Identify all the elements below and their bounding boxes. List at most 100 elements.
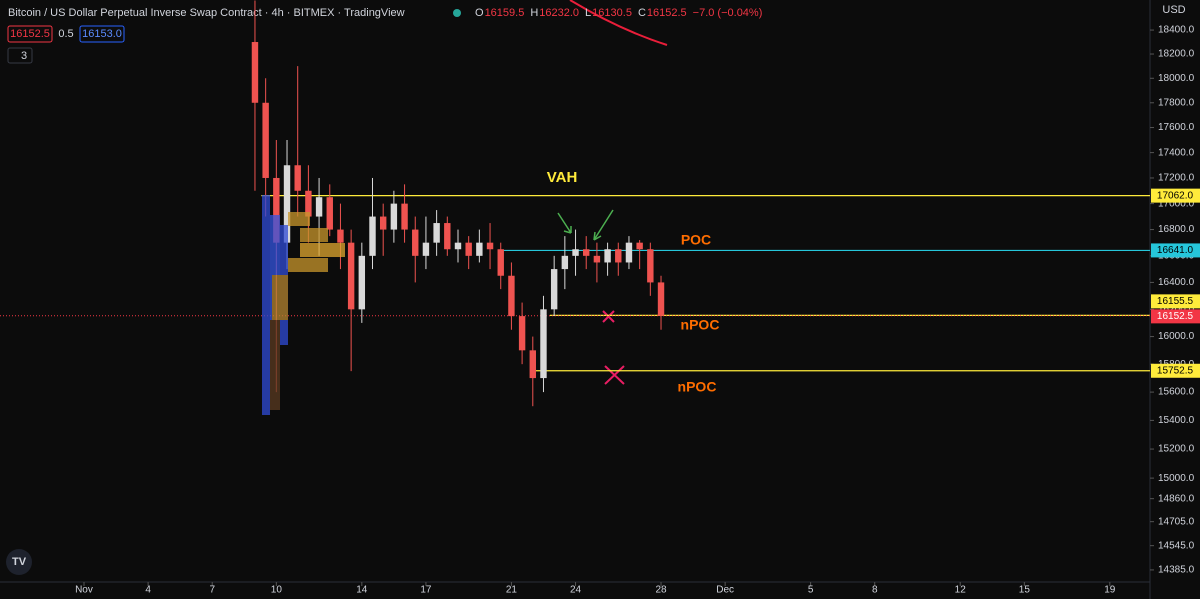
- candle-body: [657, 282, 665, 316]
- x-tick-label: 28: [655, 585, 667, 596]
- indicator-count: 3: [21, 50, 27, 62]
- candle-body: [486, 242, 494, 250]
- y-tick-label: 16000.0: [1158, 331, 1195, 342]
- candle-body: [390, 203, 398, 230]
- profile-bar: [300, 243, 345, 257]
- candle-body: [347, 242, 355, 310]
- candle-body: [550, 269, 558, 310]
- candle-body: [561, 255, 569, 270]
- candle-body: [369, 216, 376, 256]
- profile-bar: [272, 275, 288, 320]
- y-tick-label: 18000.0: [1158, 73, 1195, 84]
- price-label: 15752.5: [1157, 365, 1194, 376]
- annotation: nPOC: [681, 317, 720, 333]
- y-tick-label: 17600.0: [1158, 122, 1195, 133]
- price-label: 16155.5: [1157, 296, 1194, 307]
- bid-box[interactable]: [7, 25, 53, 43]
- candle-body: [518, 316, 526, 351]
- x-tick-label: 14: [356, 585, 368, 596]
- candle-body: [412, 229, 419, 256]
- annotation: VAH: [547, 169, 578, 186]
- candle-body: [465, 242, 472, 256]
- x-tick-label: 12: [955, 585, 967, 596]
- arrow: [557, 212, 572, 234]
- candle-body: [540, 309, 547, 379]
- y-tick-label: 15000.0: [1158, 473, 1195, 484]
- ohlc-value: 16130.5: [592, 7, 632, 19]
- x-tick-label: 7: [209, 585, 215, 596]
- y-tick-label: 17800.0: [1158, 97, 1195, 108]
- price-label-box: [1151, 294, 1200, 309]
- y-tick-label: 17400.0: [1158, 147, 1195, 158]
- price-label: 16641.0: [1157, 245, 1194, 256]
- annotation: nPOC: [678, 379, 717, 395]
- price-label-box: [1151, 363, 1200, 378]
- y-tick-label: 16800.0: [1158, 224, 1195, 235]
- candle-body: [454, 242, 462, 250]
- price-label-box: [1151, 188, 1200, 203]
- price-label-box: [1151, 309, 1200, 324]
- ohlc-value: 16159.5: [485, 7, 525, 19]
- price-label: 16152.5: [1157, 311, 1194, 322]
- candle-body: [572, 249, 579, 256]
- drawing-line: [569, 0, 668, 46]
- candle-body: [358, 255, 366, 310]
- ohlc-key: O: [475, 7, 484, 19]
- x-tick-label: 19: [1104, 585, 1116, 596]
- y-tick-label: 15400.0: [1158, 415, 1195, 426]
- x-tick-label: Nov: [75, 585, 93, 596]
- ohlc-key: C: [638, 7, 646, 19]
- ohlc-value: 16152.5: [647, 7, 687, 19]
- price-label-box: [1151, 243, 1200, 258]
- y-tick-label: 14860.0: [1158, 493, 1195, 504]
- indicators-toggle[interactable]: [7, 47, 33, 64]
- spread: 0.5: [58, 28, 73, 40]
- candle-body: [262, 102, 269, 178]
- x-tick-label: 24: [570, 585, 582, 596]
- candle-body: [625, 242, 633, 263]
- price-label: 17062.0: [1157, 190, 1194, 201]
- x-tick-label: 8: [872, 585, 878, 596]
- x-tick-label: 5: [808, 585, 814, 596]
- cross-mark: [602, 310, 615, 323]
- volume-profile: [262, 195, 345, 415]
- arrow: [593, 209, 614, 241]
- cross-mark: [604, 365, 625, 385]
- candle-body: [433, 223, 440, 243]
- x-tick-label: 4: [145, 585, 151, 596]
- candle-body: [273, 177, 280, 243]
- profile-bar: [262, 195, 270, 415]
- y-tick-label: 15200.0: [1158, 444, 1195, 455]
- candle-body: [615, 249, 622, 263]
- candle-body: [476, 242, 483, 256]
- candle-body: [294, 165, 301, 191]
- ask-box[interactable]: [79, 25, 125, 43]
- candle-body: [636, 242, 643, 250]
- y-tick-label: 14705.0: [1158, 516, 1195, 527]
- bid: 16152.5: [10, 28, 50, 40]
- candle-body: [444, 223, 451, 250]
- y-tick-label: 18400.0: [1158, 25, 1195, 36]
- ohlc-legend: O 16159.5 H 16232.0 L 16130.5 C 16152.5 −7.0 (−0…: [475, 7, 762, 19]
- ohlc-value: 16232.0: [539, 7, 579, 19]
- candle-body: [326, 197, 333, 230]
- candle-body: [647, 249, 654, 283]
- ohlc-key: L: [585, 7, 591, 19]
- profile-bar: [270, 320, 280, 410]
- ohlc-value: −7.0 (−0.04%): [693, 7, 763, 19]
- x-tick-label: 17: [420, 585, 432, 596]
- profile-bar: [288, 212, 310, 226]
- x-tick-label: 15: [1019, 585, 1031, 596]
- candle-body: [593, 255, 601, 263]
- ask: 16153.0: [82, 28, 122, 40]
- candle-body: [497, 249, 504, 276]
- candle-body: [379, 216, 387, 230]
- profile-bar: [288, 258, 328, 272]
- x-tick-label: 21: [506, 585, 518, 596]
- candle-body: [422, 242, 430, 256]
- candle-body: [529, 350, 536, 379]
- candle-body: [283, 165, 291, 243]
- status-dot: [453, 9, 461, 17]
- candle-body: [583, 249, 590, 256]
